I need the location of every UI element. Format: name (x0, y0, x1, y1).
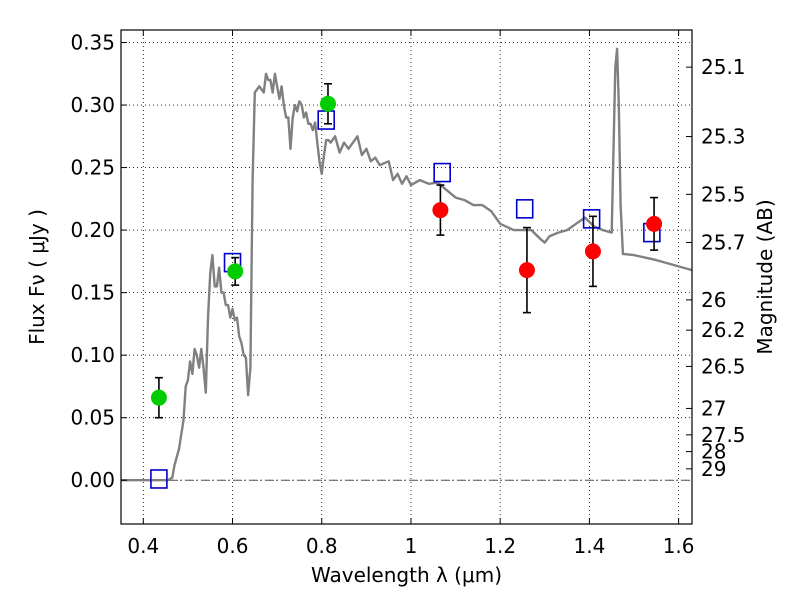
right-tick-label: 27 (701, 396, 726, 420)
model-flux-square (433, 162, 451, 183)
model-spectrum-line (121, 47, 693, 482)
right-tick-label: 25.7 (701, 230, 746, 254)
observed-flux-point (150, 389, 167, 406)
x-tick-label: 0.4 (127, 534, 159, 558)
x-tick-label: 1.6 (663, 534, 695, 558)
right-axis-label: Magnitude (AB) (753, 199, 777, 354)
y-tick-labels: 0.00 0.05 0.10 0.15 0.20 0.25 0.30 0.35 (70, 31, 115, 493)
y-tick-label: 0.25 (70, 156, 115, 180)
observed-flux-point (432, 202, 449, 219)
x-tick-label: 0.6 (217, 534, 249, 558)
model-flux-square (515, 199, 534, 219)
y-tick-label: 0.00 (70, 468, 115, 492)
observed-flux-point (646, 215, 663, 232)
right-tick-label: 25.1 (701, 55, 746, 79)
y-tick-label: 0.10 (70, 343, 115, 367)
y-tick-label: 0.35 (70, 31, 115, 55)
y-tick-label: 0.20 (70, 218, 115, 242)
observed-flux-point (227, 263, 244, 280)
right-tick-label: 29 (701, 457, 726, 481)
y-tick-label: 0.15 (70, 281, 115, 305)
y-tick-label: 0.30 (70, 93, 115, 117)
observed-flux-point (584, 243, 601, 260)
right-tick-label: 25.5 (701, 182, 746, 206)
right-tick-label: 26.5 (701, 354, 746, 378)
x-tick-label: 0.8 (306, 534, 338, 558)
plot-frame (120, 29, 693, 525)
model-flux-square (150, 469, 168, 489)
x-tick-label: 1 (405, 534, 418, 558)
x-tick-label: 1.4 (573, 534, 605, 558)
observed-flux-point (319, 95, 336, 112)
x-axis-label: Wavelength λ (μm) (311, 563, 502, 587)
series-layer (121, 47, 693, 489)
y-axis-label: Flux Fν ( μJy ) (25, 209, 49, 345)
right-tick-label: 26.2 (701, 318, 746, 342)
right-tick-label: 26 (701, 288, 726, 312)
y-tick-label: 0.05 (70, 406, 115, 430)
right-tick-label: 27.5 (701, 423, 746, 447)
observed-flux-point (518, 262, 535, 279)
right-tick-label: 25.3 (701, 125, 746, 149)
model-flux-square (582, 209, 601, 229)
x-tick-label: 1.2 (484, 534, 516, 558)
tick-marks (121, 30, 692, 524)
x-tick-labels: 0.4 0.6 0.8 1 1.2 1.4 1.6 (127, 534, 694, 558)
right-tick-label: 28 (701, 440, 726, 464)
